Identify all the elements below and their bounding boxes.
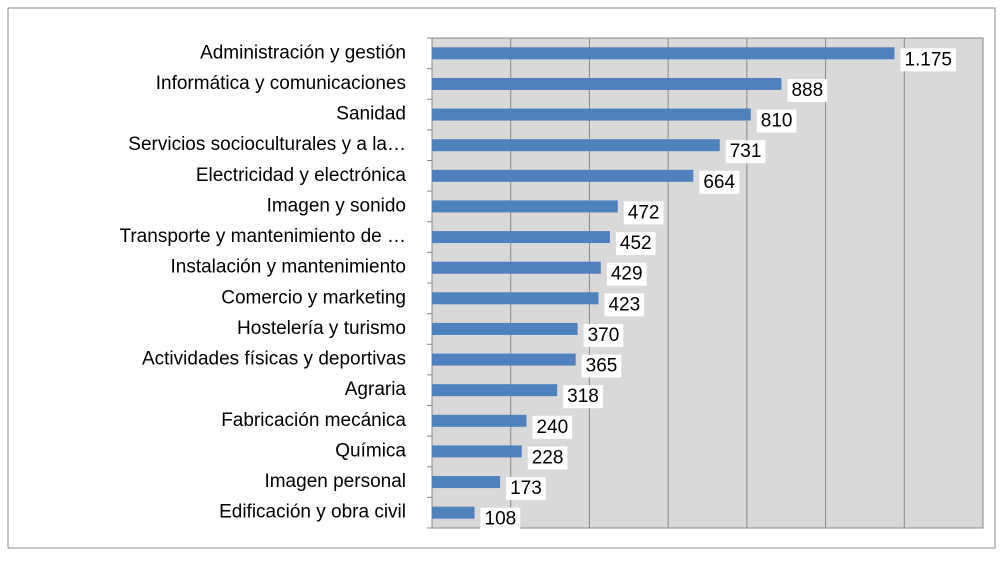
data-label-bg — [480, 507, 521, 531]
data-label-bg — [527, 446, 568, 470]
data-label-bg — [606, 262, 647, 286]
bar — [432, 292, 599, 305]
data-label-bg — [623, 201, 664, 225]
data-label-bg — [583, 323, 624, 347]
data-label-bg — [506, 477, 546, 501]
bar — [432, 108, 751, 121]
data-label: 370 — [588, 325, 620, 346]
y-tick-label: Comercio y marketing — [221, 287, 406, 308]
data-label-bg — [900, 48, 956, 72]
data-label: 173 — [510, 478, 542, 499]
data-label: 664 — [703, 172, 735, 193]
bar — [432, 445, 522, 458]
bar — [432, 47, 895, 60]
data-label-bg — [787, 78, 828, 102]
data-label: 810 — [761, 111, 793, 132]
bar — [432, 261, 601, 274]
data-label: 108 — [485, 509, 517, 530]
data-label-bg — [615, 232, 656, 256]
bar — [432, 77, 782, 90]
y-tick-label: Actividades físicas y deportivas — [142, 349, 406, 370]
y-tick-label: Informática y comunicaciones — [156, 73, 406, 94]
y-tick-label: Transporte y mantenimiento de … — [119, 226, 406, 247]
y-tick-label: Imagen y sonido — [267, 195, 406, 216]
data-label-bg — [756, 109, 797, 133]
y-tick-label: Hostelería y turismo — [237, 318, 406, 339]
data-label: 1.175 — [904, 49, 952, 70]
y-tick-label: Imagen personal — [264, 471, 406, 492]
data-label: 429 — [611, 264, 643, 285]
y-tick-label: Química — [335, 440, 406, 461]
y-tick-label: Sanidad — [336, 104, 406, 125]
data-label-bg — [604, 293, 645, 317]
data-label-bg — [532, 415, 573, 439]
bar — [432, 384, 558, 397]
y-tick-label: Servicios socioculturales y a la… — [128, 134, 406, 155]
data-label-bg — [699, 170, 740, 194]
y-tick-label: Administración y gestión — [200, 42, 406, 63]
bar — [432, 322, 578, 335]
y-tick-label: Fabricación mecánica — [221, 410, 406, 431]
data-label-bg — [581, 354, 622, 378]
bar — [432, 506, 475, 519]
bar — [432, 231, 610, 244]
data-label: 318 — [567, 386, 599, 407]
y-tick-label: Agraria — [345, 379, 407, 400]
data-label: 365 — [586, 356, 618, 377]
y-tick-label: Edificación y obra civil — [219, 502, 406, 523]
data-label: 228 — [532, 447, 564, 468]
bar — [432, 139, 720, 152]
data-label: 731 — [730, 141, 762, 162]
bar — [432, 414, 527, 427]
data-label: 240 — [536, 417, 568, 438]
data-label: 472 — [628, 202, 660, 223]
data-label: 452 — [620, 233, 652, 254]
bar — [432, 476, 501, 489]
bar — [432, 169, 694, 182]
y-tick-label: Electricidad y electrónica — [196, 165, 407, 186]
bar — [432, 200, 618, 213]
data-label-bg — [725, 140, 766, 164]
data-label: 888 — [791, 80, 823, 101]
y-tick-label: Instalación y mantenimiento — [170, 257, 406, 278]
bar — [432, 353, 576, 366]
data-label: 423 — [608, 294, 640, 315]
data-label-bg — [563, 385, 603, 409]
